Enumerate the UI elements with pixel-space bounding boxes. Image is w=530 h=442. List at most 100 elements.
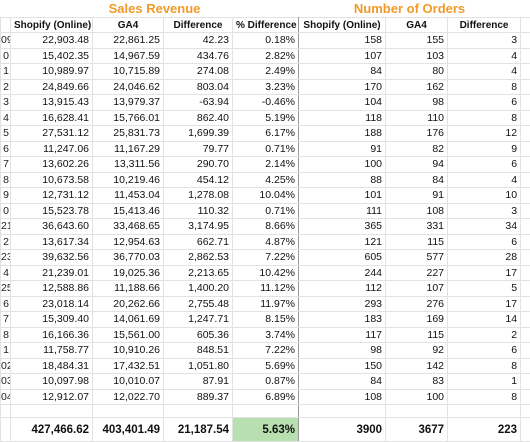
cell: 6.89% bbox=[231, 388, 300, 405]
cell: 889.37 bbox=[163, 388, 233, 405]
cell: 2.49% bbox=[231, 63, 300, 80]
data-row: 1 11,758.77 10,910.26 848.51 7.22% 98 92 6 bbox=[0, 342, 530, 359]
cell: 2,213.65 bbox=[163, 264, 233, 281]
cell bbox=[520, 187, 530, 204]
cell: 24,849.66 bbox=[10, 78, 93, 95]
cell: 103 bbox=[385, 47, 449, 64]
cell: 34 bbox=[447, 218, 522, 235]
cell: 20,262.66 bbox=[92, 295, 164, 312]
cell: 2 bbox=[447, 326, 522, 343]
cell bbox=[520, 249, 530, 266]
cell: 23 bbox=[0, 249, 11, 266]
cell bbox=[231, 404, 300, 418]
data-row: 4 21,239.01 19,025.36 2,213.65 10.42% 244 227 1… bbox=[0, 264, 530, 281]
data-row: 5 27,531.12 25,831.73 1,699.39 6.17% 188 176 12 bbox=[0, 125, 530, 142]
cell: 6 bbox=[0, 295, 11, 312]
cell: 33,468.65 bbox=[92, 218, 164, 235]
cell: 84 bbox=[385, 171, 449, 188]
cell: GA4 bbox=[92, 17, 164, 33]
cell: 91 bbox=[385, 187, 449, 204]
cell: 98 bbox=[385, 94, 449, 111]
cell: 84 bbox=[298, 373, 387, 390]
cell bbox=[520, 32, 530, 49]
data-row: 3 13,915.43 13,979.37 -63.94 -0.46% 104 98 6 bbox=[0, 94, 530, 111]
cell: 0 bbox=[0, 47, 11, 64]
cell: 15,523.78 bbox=[10, 202, 93, 219]
data-row: 9 12,731.12 11,453.04 1,278.08 10.04% 101 91 10 bbox=[0, 187, 530, 204]
cell: 3.74% bbox=[231, 326, 300, 343]
cell: 188 bbox=[298, 125, 387, 142]
cell: 6.17% bbox=[231, 125, 300, 142]
cell: 4 bbox=[447, 63, 522, 80]
cell: 1,400.20 bbox=[163, 280, 233, 297]
cell: -0.46% bbox=[231, 94, 300, 111]
cell: 12,731.12 bbox=[10, 187, 93, 204]
cell: 605 bbox=[298, 249, 387, 266]
cell bbox=[520, 373, 530, 390]
data-row: 4 16,628.41 15,766.01 862.40 5.19% 118 110 8 bbox=[0, 109, 530, 126]
cell: 0.71% bbox=[231, 202, 300, 219]
cell: 13,602.26 bbox=[10, 156, 93, 173]
cell: 92 bbox=[385, 342, 449, 359]
cell: 28 bbox=[447, 249, 522, 266]
cell: 13,311.56 bbox=[92, 156, 164, 173]
cell: 100 bbox=[385, 388, 449, 405]
cell: 7.22% bbox=[231, 249, 300, 266]
cell bbox=[520, 280, 530, 297]
cell: 84 bbox=[298, 63, 387, 80]
cell: 5 bbox=[447, 280, 522, 297]
cell: 4 bbox=[0, 109, 11, 126]
group-title-row: Sales Revenue Number of Orders bbox=[1, 0, 530, 18]
cell bbox=[0, 17, 11, 33]
cell: 155 bbox=[385, 32, 449, 49]
cell bbox=[520, 264, 530, 281]
cell: 142 bbox=[385, 357, 449, 374]
cell: 0 bbox=[0, 202, 11, 219]
cell: 17 bbox=[447, 264, 522, 281]
cell: 09 bbox=[0, 32, 11, 49]
cell: 22,903.48 bbox=[10, 32, 93, 49]
cell: 16,628.41 bbox=[10, 109, 93, 126]
cell bbox=[520, 357, 530, 374]
cell: 8 bbox=[447, 109, 522, 126]
blank-row bbox=[0, 404, 530, 418]
cell bbox=[520, 311, 530, 328]
cell: 5.19% bbox=[231, 109, 300, 126]
cell: 9 bbox=[0, 187, 11, 204]
cell: 39,632.56 bbox=[10, 249, 93, 266]
cell bbox=[520, 47, 530, 64]
data-row: 7 13,602.26 13,311.56 290.70 2.14% 100 94 6 bbox=[0, 156, 530, 173]
cell: 1 bbox=[0, 342, 11, 359]
cell: 158 bbox=[298, 32, 387, 49]
data-row: 8 10,673.58 10,219.46 454.12 4.25% 88 84 4 bbox=[0, 171, 530, 188]
cell: 12 bbox=[447, 125, 522, 142]
cell: 12,022.70 bbox=[92, 388, 164, 405]
cell: 3 bbox=[447, 202, 522, 219]
cell: -63.94 bbox=[163, 94, 233, 111]
cell: 107 bbox=[385, 280, 449, 297]
column-header-row: Shopify (Online) GA4 Difference% Differenc… bbox=[0, 17, 530, 33]
cell: GA4 bbox=[385, 17, 449, 33]
cell bbox=[520, 404, 530, 418]
cell: 427,466.62 bbox=[10, 417, 93, 442]
cell: 7.22% bbox=[231, 342, 300, 359]
cell: 293 bbox=[298, 295, 387, 312]
cell: 10.04% bbox=[231, 187, 300, 204]
cell: 8.15% bbox=[231, 311, 300, 328]
cell: 14,967.59 bbox=[92, 47, 164, 64]
cell: 11,188.66 bbox=[92, 280, 164, 297]
cell: 04 bbox=[0, 388, 11, 405]
cell: 21 bbox=[0, 218, 11, 235]
cell: 223 bbox=[447, 417, 522, 442]
cell: 10,673.58 bbox=[10, 171, 93, 188]
cell: 112 bbox=[298, 280, 387, 297]
cell: 25,831.73 bbox=[92, 125, 164, 142]
cell: 3 bbox=[447, 32, 522, 49]
cell: 3677 bbox=[385, 417, 449, 442]
cell: 5.69% bbox=[231, 357, 300, 374]
cell: 2,755.48 bbox=[163, 295, 233, 312]
cell: 88 bbox=[298, 171, 387, 188]
